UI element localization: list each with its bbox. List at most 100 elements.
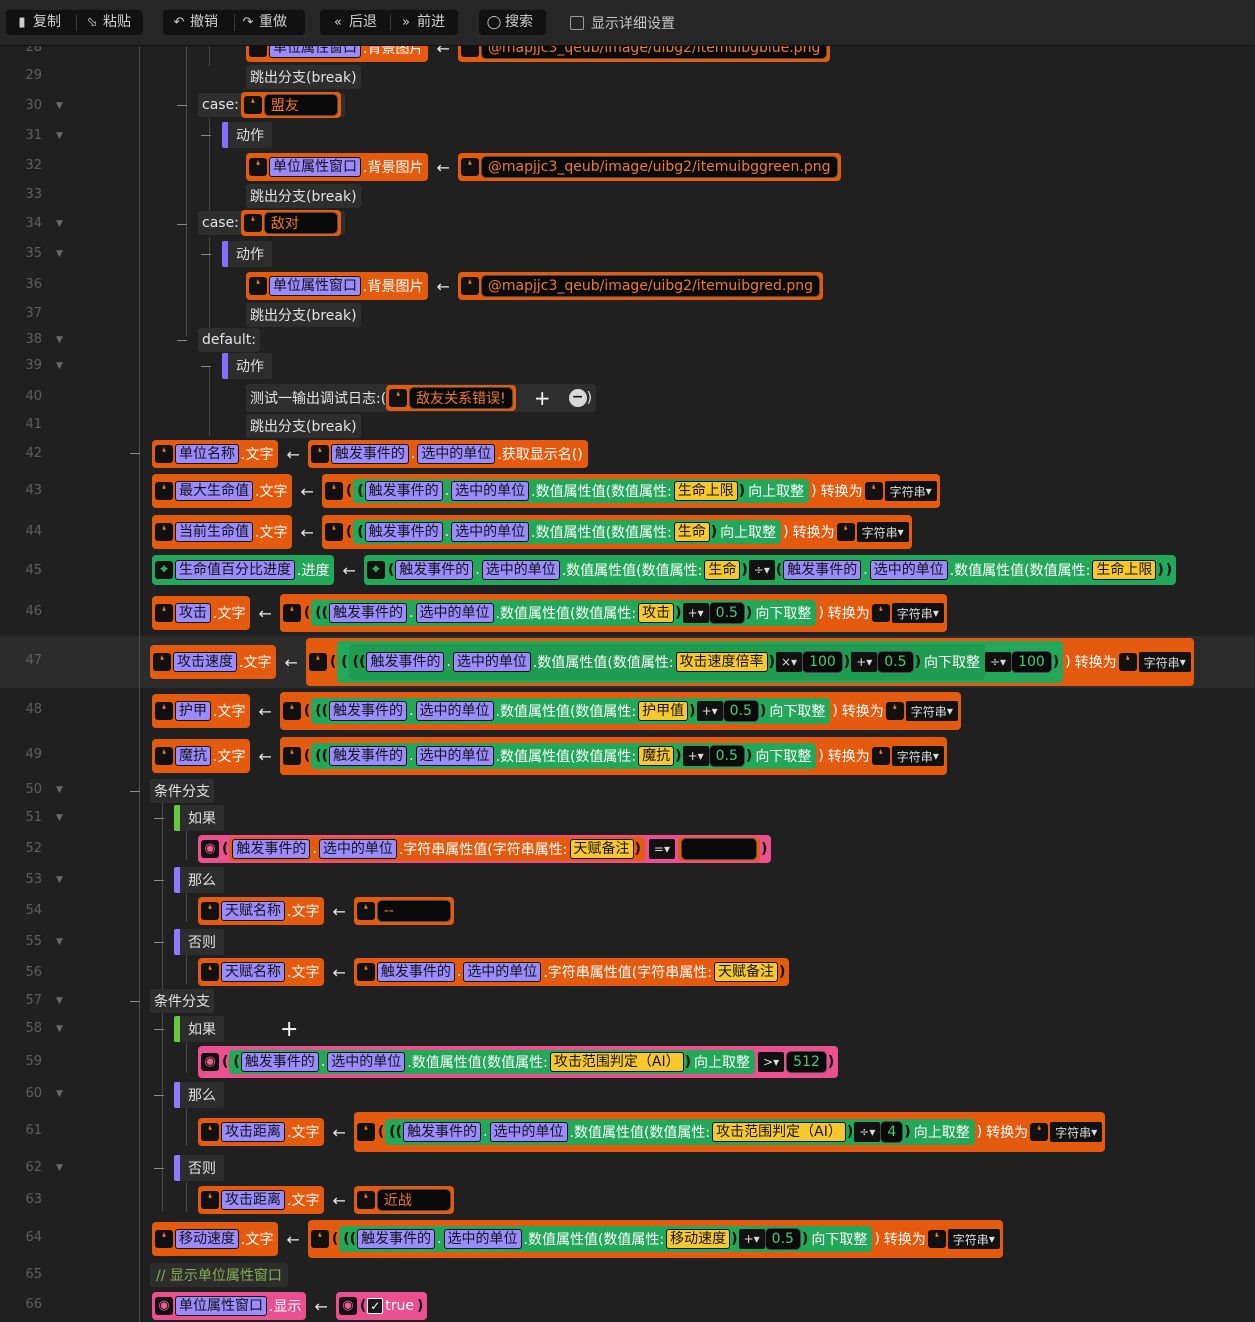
attribute-key[interactable]: 生命 [673, 522, 710, 542]
string-literal[interactable]: @mapjjc3_qeub/image/uibg2/itemuibgblue.p… [480, 46, 828, 59]
attribute-key[interactable]: 天赋备注 [569, 839, 634, 859]
divide-block[interactable]: ( ((触发事件的. 选中的单位 .数值属性值(数值属性: 攻击速度倍率) × ▾ 100)… [337, 641, 1064, 683]
checkbox-checked-icon[interactable]: ✓ [367, 1298, 384, 1314]
setter-block[interactable]: ❛ 移动速度 .文字 [152, 1222, 279, 1256]
convert-block[interactable]: ❛( ((触发事件的. 选中的单位 .数值属性值(数值属性: 攻击范围判定（AI）) ÷… [353, 1112, 1106, 1152]
copy-button[interactable]: ▮ 复制 [14, 10, 61, 35]
divide-block[interactable]: ⌖(触发事件的. 选中的单位 .数值属性值(数值属性: 生命) ÷ ▾ (触发事件的. 选… [363, 555, 1177, 585]
trigger-ref[interactable]: 触发事件的 [364, 522, 443, 542]
operator-dropdown[interactable]: ÷ ▾ [748, 560, 775, 580]
variable-ref[interactable]: 最大生命值 [175, 481, 253, 501]
attribute-key[interactable]: 天赋备注 [713, 962, 778, 982]
fold-toggle-icon[interactable]: ▼ [56, 361, 63, 371]
attribute-key[interactable]: 攻击速度倍率 [675, 652, 768, 672]
forward-button[interactable]: » 前进 [398, 10, 445, 35]
string-literal[interactable]: 盟友 [263, 94, 338, 116]
string-block[interactable]: ❛ @mapjjc3_qeub/image/uibg2/itemuibgred.p… [457, 272, 824, 300]
round-block[interactable]: ((触发事件的. 选中的单位 .数值属性值(数值属性: 护甲值) + ▾ 0.5) 向下取整 [311, 698, 831, 724]
attribute-key[interactable]: 生命上限 [673, 481, 738, 501]
selected-unit-ref[interactable]: 选中的单位 [415, 603, 494, 623]
trigger-ref[interactable]: 触发事件的 [330, 444, 409, 464]
string-block[interactable]: ❛ 近战 [353, 1186, 454, 1214]
number-literal[interactable]: 100 [1011, 651, 1052, 673]
variable-ref[interactable]: 移动速度 [175, 1229, 239, 1249]
fold-toggle-icon[interactable]: ▼ [56, 249, 63, 259]
branch-statement[interactable]: 条件分支 [150, 779, 214, 803]
if-header[interactable]: 如果 [174, 1016, 224, 1042]
string-literal[interactable]: 敌对 [263, 212, 338, 234]
round-block[interactable]: (触发事件的. 选中的单位 .数值属性值(数值属性: 生命上限) 向上取整 [353, 479, 810, 503]
string-literal[interactable]: 近战 [376, 1189, 451, 1211]
fold-toggle-icon[interactable]: ▼ [56, 101, 63, 111]
convert-block[interactable]: ❛( ( ((触发事件的. 选中的单位 .数值属性值(数值属性: 攻击速度倍率) × ▾ 1… [305, 638, 1194, 686]
break-statement[interactable]: 跳出分支(break) [246, 184, 361, 208]
type-dropdown[interactable]: 字符串 ▾ [856, 522, 909, 542]
then-header[interactable]: 那么 [174, 1082, 224, 1108]
number-literal[interactable]: 512 [786, 1051, 827, 1073]
boolean-block[interactable]: ◉(✓ true) [335, 1292, 428, 1320]
else-header[interactable]: 否则 [174, 929, 224, 955]
round-block[interactable]: (触发事件的. 选中的单位 .数值属性值(数值属性: 生命) 向上取整 [353, 520, 782, 544]
selected-unit-ref[interactable]: 选中的单位 [318, 839, 397, 859]
type-dropdown[interactable]: 字符串 ▾ [884, 481, 937, 501]
round-block[interactable]: ((触发事件的. 选中的单位 .数值属性值(数值属性: 移动速度) + ▾ 0.5) 向下取整 [339, 1226, 873, 1252]
string-block[interactable]: ❛ @mapjjc3_qeub/image/uibg2/itemuibggreen… [457, 153, 841, 181]
string-block[interactable]: ❛ 敌友关系错误! [386, 385, 516, 411]
selected-unit-ref[interactable]: 选中的单位 [327, 1052, 406, 1072]
round-block[interactable]: (触发事件的. 选中的单位 .数值属性值(数值属性: 攻击范围判定（AI）) 向上取整 [229, 1050, 756, 1074]
trigger-ref[interactable]: 触发事件的 [364, 481, 443, 501]
setter-block[interactable]: ❛ 单位名称 .文字 [152, 440, 279, 468]
trigger-ref[interactable]: 触发事件的 [329, 603, 408, 623]
action-header[interactable]: 动作 [222, 122, 272, 148]
variable-ref[interactable]: 护甲 [175, 701, 211, 721]
attribute-key[interactable]: 护甲值 [638, 701, 689, 721]
attribute-key[interactable]: 生命上限 [1092, 560, 1157, 580]
setter-block[interactable]: ◉ 单位属性窗口 .显示 [152, 1292, 307, 1320]
back-button[interactable]: «后退 [330, 10, 377, 35]
setter-block[interactable]: ❛ 最大生命值 .文字 [152, 474, 293, 508]
round-block[interactable]: ((触发事件的. 选中的单位 .数值属性值(数值属性: 攻击) + ▾ 0.5) 向下取整 [311, 600, 817, 626]
variable-ref[interactable]: 天赋名称 [221, 962, 285, 982]
convert-block[interactable]: ❛( ((触发事件的. 选中的单位 .数值属性值(数值属性: 攻击) + ▾ 0.5) 向下取… [279, 594, 947, 632]
string-attr-block[interactable]: ❛ 触发事件的. 选中的单位 .字符串属性值(字符串属性: 天赋备注) [353, 958, 790, 986]
setter-block[interactable]: ❛ 天赋名称 .文字 [198, 897, 325, 925]
case-label[interactable]: case: ❛ 敌对 [198, 210, 345, 236]
unit-window-ref[interactable]: 单位属性窗口 [175, 1296, 267, 1316]
selected-unit-ref[interactable]: 选中的单位 [415, 746, 494, 766]
code-editor[interactable]: 28 29 30 31 32 33 34 35 36 37 38 39 40 4… [0, 46, 1255, 1322]
else-header[interactable]: 否则 [174, 1155, 224, 1181]
setter-block[interactable]: ⌖ 生命值百分比进度 .进度 [152, 555, 335, 585]
setter-block[interactable]: ❛ 单位属性窗口 .背景图片 [246, 46, 429, 62]
number-literal[interactable]: 100 [802, 651, 843, 673]
setter-block[interactable]: ❛ 天赋名称 .文字 [198, 958, 325, 986]
string-block[interactable] [678, 837, 760, 861]
trigger-ref[interactable]: 触发事件的 [366, 652, 445, 672]
attribute-key[interactable]: 攻击 [638, 603, 675, 623]
getter-block[interactable]: ❛ 触发事件的. 选中的单位 .获取显示名() [307, 440, 588, 468]
operator-dropdown[interactable]: + ▾ [682, 603, 709, 623]
selected-unit-ref[interactable]: 选中的单位 [452, 652, 531, 672]
string-literal[interactable]: @mapjjc3_qeub/image/uibg2/itemuibggreen.… [480, 156, 838, 178]
number-literal[interactable]: 0.5 [722, 700, 759, 722]
string-block[interactable]: ❛ @mapjjc3_qeub/image/uibg2/itemuibgblue.… [457, 46, 831, 62]
selected-unit-ref[interactable]: 选中的单位 [489, 1122, 568, 1142]
selected-unit-ref[interactable]: 选中的单位 [481, 560, 560, 580]
variable-ref[interactable]: 攻击 [175, 603, 211, 623]
selected-unit-ref[interactable]: 选中的单位 [463, 962, 542, 982]
fold-toggle-icon[interactable]: ▼ [56, 1163, 63, 1173]
variable-ref[interactable]: 攻击距离 [221, 1190, 285, 1210]
then-header[interactable]: 那么 [174, 867, 224, 893]
attribute-key[interactable]: 攻击范围判定（AI） [712, 1122, 846, 1142]
type-dropdown[interactable]: 字符串 ▾ [891, 746, 944, 766]
variable-ref[interactable]: 当前生命值 [175, 522, 253, 542]
convert-block[interactable]: ❛( (触发事件的. 选中的单位 .数值属性值(数值属性: 生命) 向上取整 ) 转换为 ❛… [321, 515, 912, 549]
branch-statement[interactable]: 条件分支 [150, 989, 214, 1013]
type-dropdown[interactable]: 字符串 ▾ [947, 1229, 1000, 1249]
fold-toggle-icon[interactable]: ▼ [56, 813, 63, 823]
string-block[interactable]: ❛ -- [353, 897, 454, 925]
round-block[interactable]: ((触发事件的. 选中的单位 .数值属性值(数值属性: 攻击范围判定（AI）) ÷ ▾ 4)… [385, 1119, 975, 1145]
break-statement[interactable]: 跳出分支(break) [246, 65, 361, 89]
type-dropdown[interactable]: 字符串 ▾ [905, 701, 958, 721]
selected-unit-ref[interactable]: 选中的单位 [451, 481, 530, 501]
setter-block[interactable]: ❛ 攻击距离 .文字 [198, 1118, 325, 1146]
